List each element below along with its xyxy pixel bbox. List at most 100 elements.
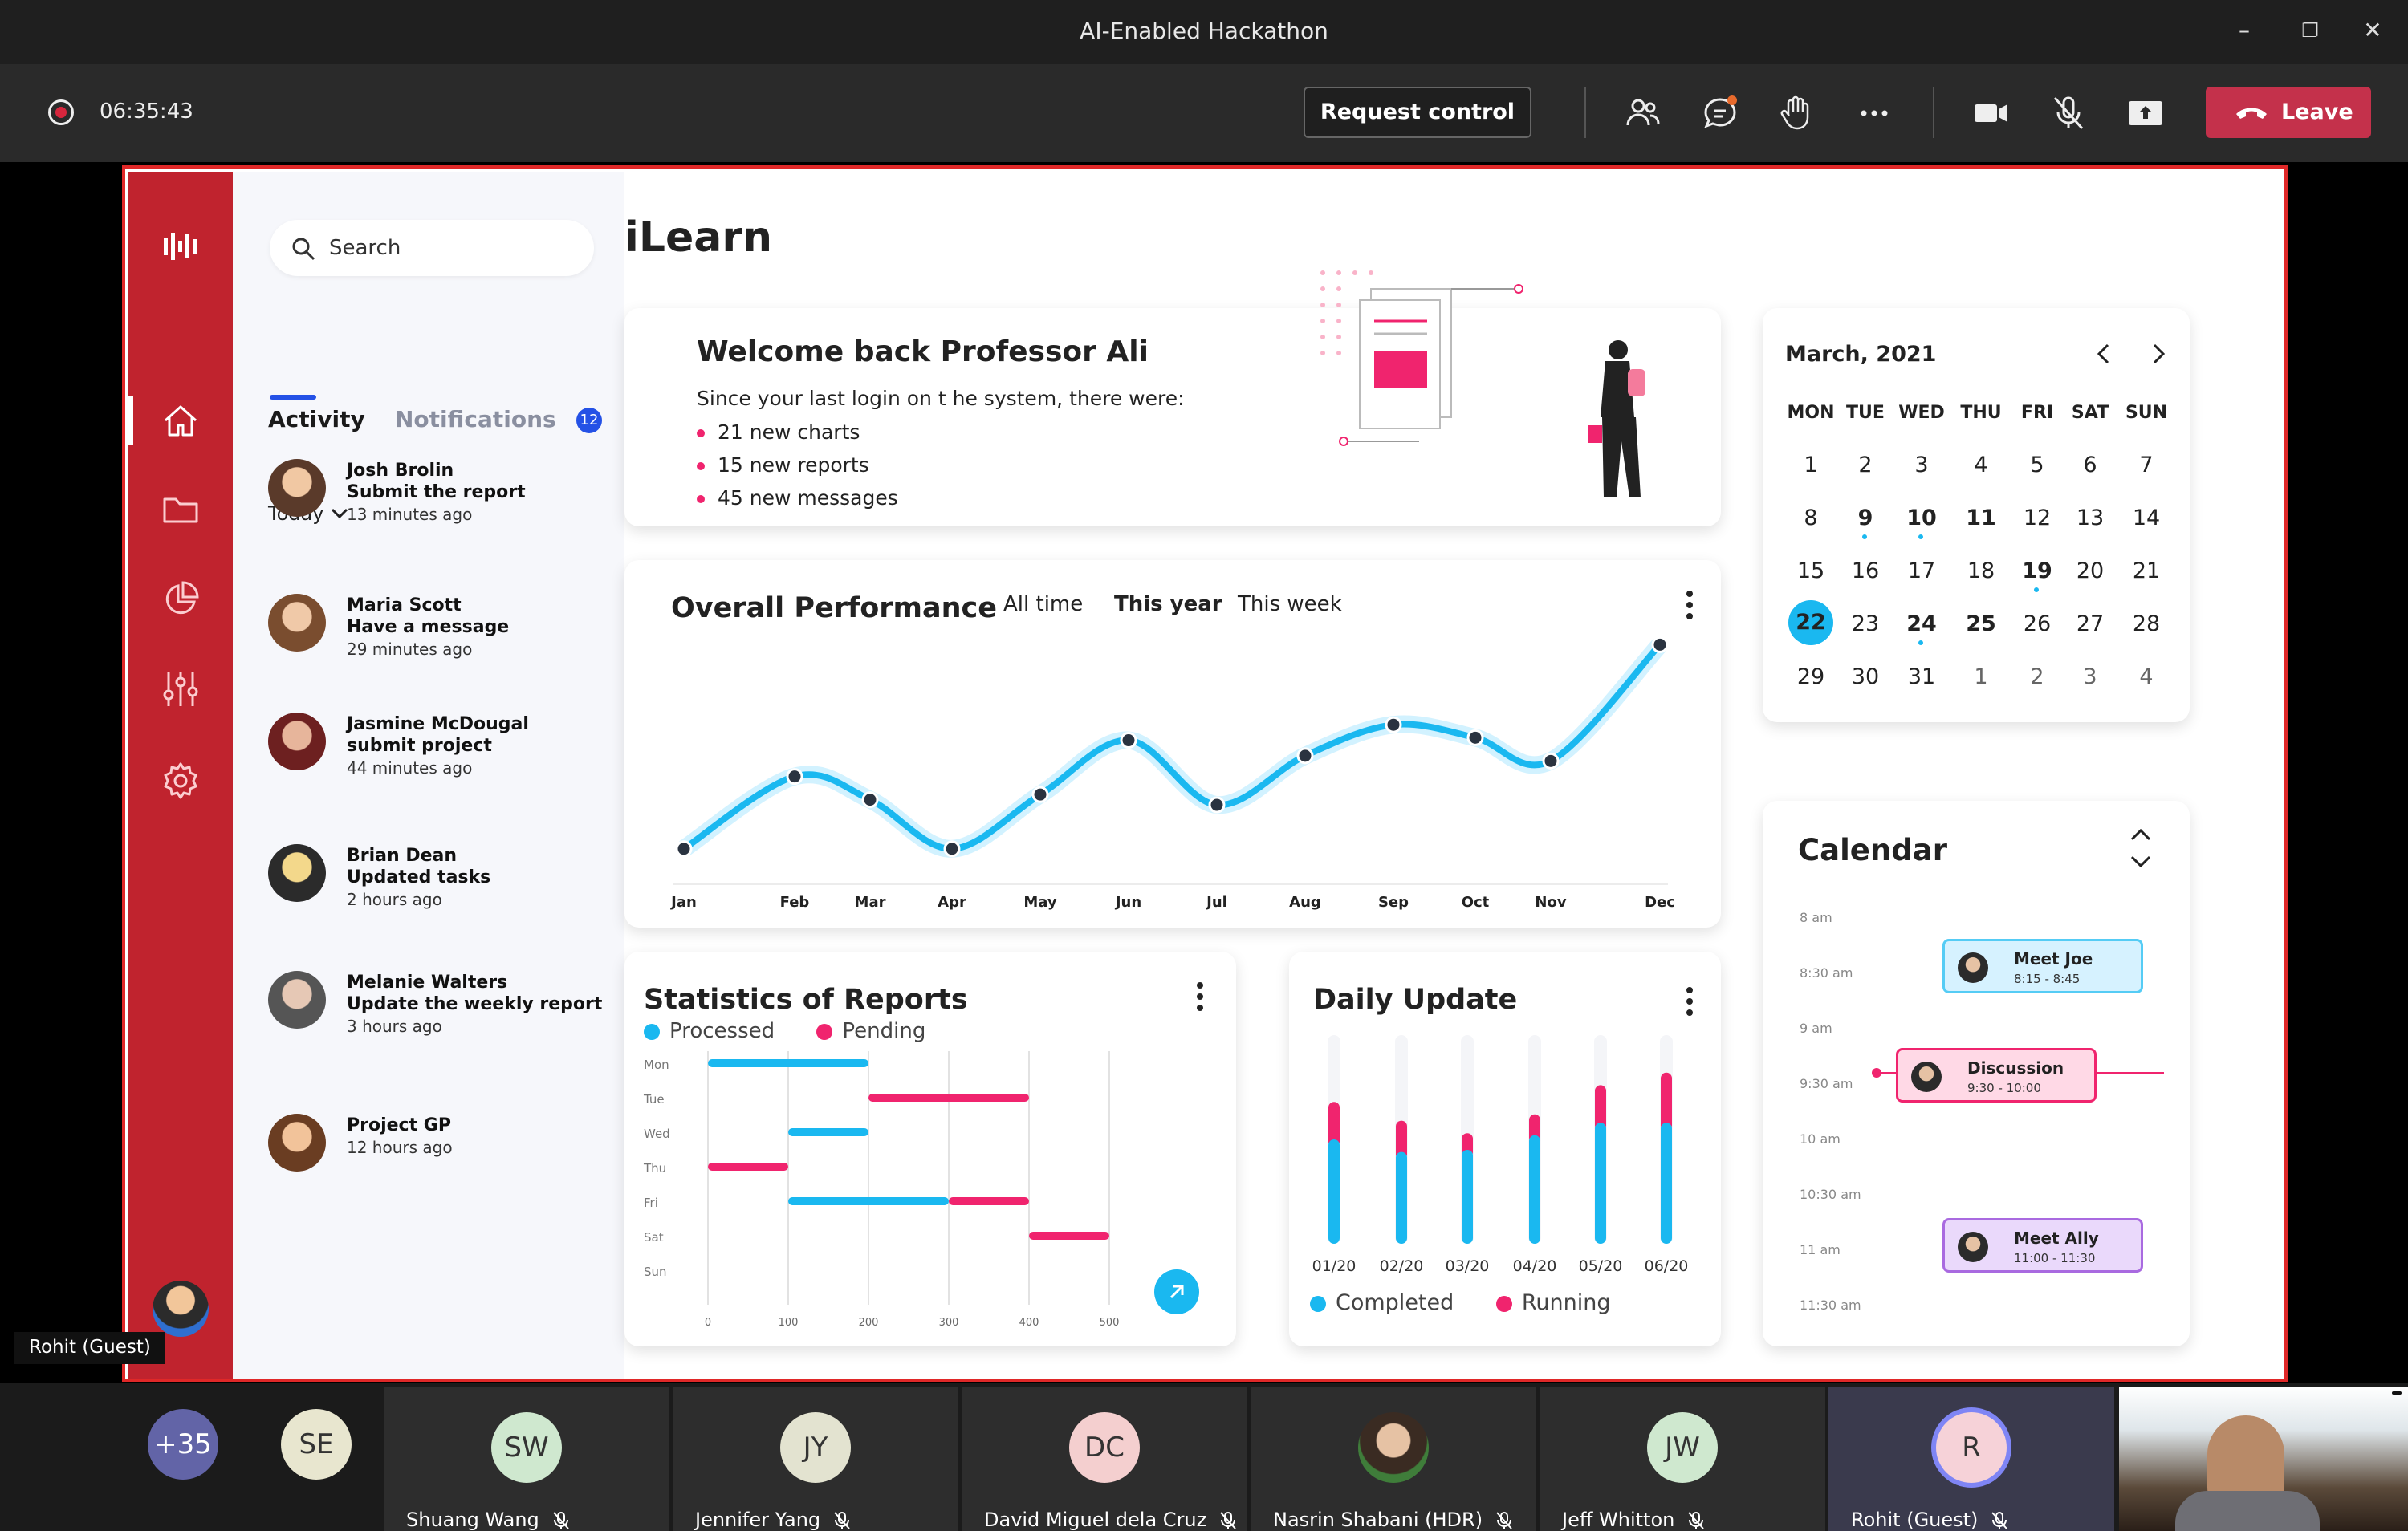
chevron-right-icon[interactable] [2148, 342, 2169, 366]
activity-feed-item[interactable]: Maria Scott Have a message 29 minutes ago [268, 594, 605, 666]
calendar-day[interactable]: 26 [2023, 611, 2052, 636]
calendar-day[interactable]: 7 [2139, 453, 2154, 477]
more-options-icon[interactable] [1854, 93, 1894, 133]
calendar-day[interactable]: 31 [1907, 664, 1936, 689]
feed-name: Brian Dean [347, 846, 458, 866]
minimize-button[interactable]: – [2239, 17, 2250, 43]
recording-icon [48, 99, 74, 125]
schedule-event[interactable]: Meet Ally 11:00 - 11:30 [1942, 1218, 2143, 1273]
activity-feed-item[interactable]: Melanie Walters Update the weekly report 3… [268, 971, 605, 1043]
camera-icon[interactable] [1971, 93, 2011, 133]
feed-time: 3 hours ago [347, 1017, 442, 1036]
pie-chart-icon[interactable] [161, 579, 201, 619]
calendar-day[interactable]: 24 [1906, 611, 1937, 636]
welcome-heading: Welcome back Professor Ali [697, 335, 1149, 368]
raise-hand-icon[interactable] [1777, 93, 1817, 133]
participant-name-text: Shuang Wang [406, 1509, 539, 1531]
chevron-up-icon[interactable] [2129, 825, 2153, 844]
calendar-day[interactable]: 19 [2022, 558, 2052, 583]
participant-tile[interactable]: SW Shuang Wang [384, 1387, 669, 1531]
calendar-day[interactable]: 3 [1914, 453, 1929, 477]
search-box[interactable]: Search [270, 220, 594, 276]
activity-feed-item[interactable]: Jasmine McDougal submit project 44 minutes… [268, 713, 605, 785]
expand-button[interactable] [1154, 1269, 1199, 1314]
calendar-day[interactable]: 22 [1788, 600, 1833, 645]
calendar-day[interactable]: 9 [1857, 506, 1873, 530]
activity-feed-item[interactable]: Brian Dean Updated tasks 2 hours ago [268, 844, 605, 916]
settings-gear-icon[interactable] [161, 761, 201, 801]
meeting-timer: 06:35:43 [100, 99, 193, 124]
activity-feed-item[interactable]: Project GP 12 hours ago [268, 1114, 605, 1186]
calendar-day[interactable]: 5 [2030, 453, 2044, 477]
calendar-day[interactable]: 27 [2076, 611, 2105, 636]
calendar-day[interactable]: 15 [1796, 558, 1825, 583]
calendar-day[interactable]: 28 [2132, 611, 2161, 636]
close-button[interactable]: ✕ [2363, 17, 2382, 43]
calendar-day[interactable]: 14 [2132, 506, 2161, 530]
calendar-day[interactable]: 18 [1967, 558, 1995, 583]
tab-activity[interactable]: Activity [268, 406, 365, 432]
calendar-day[interactable]: 16 [1851, 558, 1880, 583]
calendar-day[interactable]: 8 [1804, 506, 1818, 530]
chevron-left-icon[interactable] [2093, 342, 2114, 366]
schedule-event[interactable]: Meet Joe 8:15 - 8:45 [1942, 939, 2143, 993]
legend-dot-running [1495, 1295, 1512, 1312]
participant-tile[interactable]: JW Jeff Whitton [1540, 1387, 1825, 1531]
welcome-intro: Since your last login on t he system, th… [697, 387, 1185, 410]
chat-icon[interactable] [1700, 93, 1740, 133]
event-dot [2034, 587, 2039, 592]
calendar-day[interactable]: 30 [1851, 664, 1880, 689]
calendar-day[interactable]: 3 [2083, 664, 2097, 689]
calendar-day[interactable]: 21 [2132, 558, 2161, 583]
tab-notifications[interactable]: Notifications [395, 406, 556, 432]
data-point [943, 840, 961, 858]
participant-tile[interactable]: DC David Miguel dela Cruz [962, 1387, 1247, 1531]
participant-tile[interactable]: JY Jennifer Yang [673, 1387, 958, 1531]
chevron-down-icon[interactable] [2129, 852, 2153, 871]
more-vertical-icon[interactable] [1684, 589, 1695, 621]
calendar-day[interactable]: 4 [1974, 453, 1988, 477]
maximize-button[interactable]: ❐ [2301, 19, 2319, 42]
participant-name: Rohit (Guest) [1851, 1509, 2010, 1531]
sliders-icon[interactable] [161, 669, 201, 709]
self-video-tile[interactable] [2119, 1387, 2408, 1531]
participant-tile[interactable]: R Rohit (Guest) [1828, 1387, 2114, 1531]
calendar-day[interactable]: 25 [1966, 611, 1996, 636]
calendar-day[interactable]: 11 [1966, 506, 1996, 530]
filter-this-week[interactable]: This week [1238, 592, 1342, 616]
calendar-day[interactable]: 29 [1796, 664, 1825, 689]
calendar-day[interactable]: 12 [2023, 506, 2052, 530]
welcome-illustration [1320, 270, 1645, 497]
calendar-day[interactable]: 20 [2076, 558, 2105, 583]
calendar-day[interactable]: 1 [1804, 453, 1818, 477]
calendar-day[interactable]: 4 [2139, 664, 2154, 689]
filter-all-time[interactable]: All time [1003, 592, 1084, 616]
more-vertical-icon[interactable] [1684, 985, 1695, 1017]
folder-icon[interactable] [161, 489, 201, 530]
calendar-day[interactable]: 2 [2030, 664, 2044, 689]
leave-button[interactable]: Leave [2206, 87, 2371, 138]
feed-action: Have a message [347, 617, 510, 637]
more-vertical-icon[interactable] [1194, 981, 1206, 1013]
request-control-button[interactable]: Request control [1304, 87, 1531, 138]
calendar-day[interactable]: 23 [1851, 611, 1880, 636]
home-icon[interactable] [161, 401, 201, 441]
mic-muted-icon[interactable] [2048, 93, 2089, 133]
x-tick-label: 05/20 [1579, 1257, 1623, 1275]
participants-icon[interactable] [1623, 93, 1663, 133]
calendar-day[interactable]: 1 [1974, 664, 1988, 689]
bar-completed [1529, 1135, 1540, 1244]
calendar-day[interactable]: 13 [2076, 506, 2105, 530]
user-avatar[interactable] [153, 1281, 209, 1337]
schedule-event[interactable]: Discussion 9:30 - 10:00 [1896, 1048, 2097, 1103]
calendar-day[interactable]: 6 [2083, 453, 2097, 477]
x-tick-label: 400 [1019, 1317, 1039, 1329]
share-screen-icon[interactable] [2125, 93, 2166, 133]
calendar-day[interactable]: 10 [1906, 506, 1937, 530]
activity-feed-item[interactable]: Josh Brolin Submit the report 13 minutes a… [268, 459, 605, 531]
filter-this-year[interactable]: This year [1114, 592, 1222, 616]
calendar-day[interactable]: 17 [1907, 558, 1936, 583]
participant-tile[interactable]: Nasrin Shabani (HDR) [1251, 1387, 1536, 1531]
x-tick-label: 500 [1100, 1317, 1120, 1329]
calendar-day[interactable]: 2 [1858, 453, 1873, 477]
